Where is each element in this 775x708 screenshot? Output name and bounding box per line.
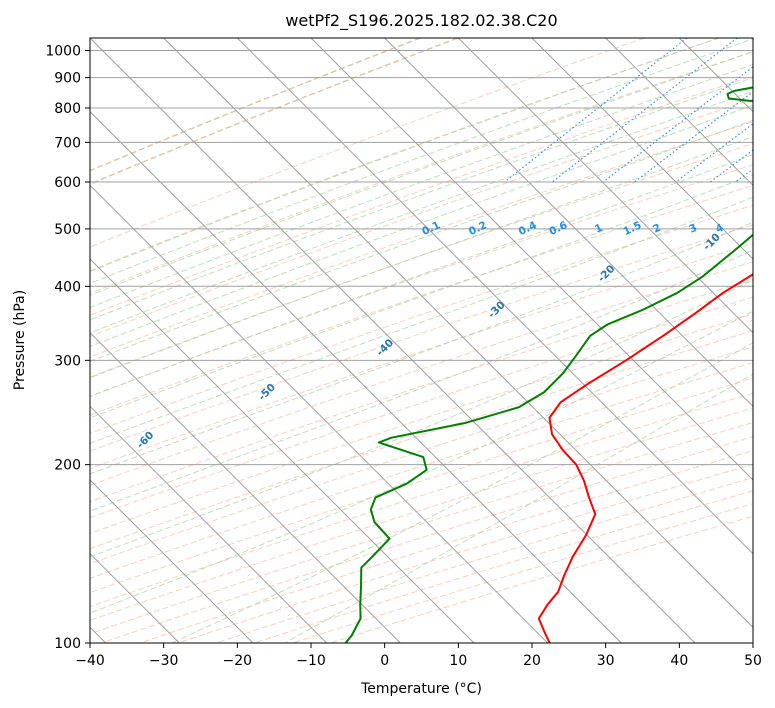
- mixing-ratio-label: 3: [687, 222, 699, 236]
- isotherm-line: [90, 110, 622, 643]
- chart-title: wetPf2_S196.2025.182.02.38.C20: [285, 11, 557, 31]
- plot-frame: [89, 37, 754, 644]
- x-tick-label: −20: [223, 653, 253, 669]
- x-tick-label: −30: [149, 653, 179, 669]
- x-axis: −40 −30 −20 −10 0 10 20 30 40 50: [75, 643, 762, 669]
- isotherm-line: [236, 38, 753, 555]
- moist-adiabat-line: [90, 38, 721, 273]
- dry-adiabat-line: [90, 75, 753, 316]
- moist-adiabat-line: [90, 279, 753, 558]
- isotherm-line: [90, 258, 475, 643]
- x-tick-label: 10: [449, 653, 467, 669]
- moist-adiabat-line: [90, 310, 753, 614]
- x-axis-title: Temperature (°C): [360, 681, 482, 697]
- dry-adiabat-line: [90, 377, 753, 594]
- dry-adiabat-line: [90, 184, 753, 416]
- isotherm-line: [90, 405, 328, 643]
- y-tick-label: 1000: [45, 44, 81, 60]
- mixing-ratio-label: 1: [593, 222, 605, 236]
- y-tick-label: 300: [54, 353, 81, 369]
- y-tick-label: 400: [54, 279, 81, 295]
- temperature-profile-line: [537, 273, 753, 643]
- y-tick-label: 500: [54, 222, 81, 238]
- dry-adiabat-line: [90, 392, 753, 608]
- mixing-ratio-line: [504, 38, 688, 183]
- y-tick-label: 200: [54, 458, 81, 474]
- moist-adiabat-line: [90, 51, 753, 296]
- isotherm-line: [310, 38, 753, 481]
- isotherm-line: [90, 38, 696, 643]
- mixing-ratio-line: [551, 38, 738, 183]
- x-tick-label: 50: [744, 653, 762, 669]
- x-tick-label: −10: [296, 653, 326, 669]
- dry-adiabat-line: [90, 296, 753, 519]
- x-tick-label: 40: [670, 653, 688, 669]
- isotherm-line: [90, 479, 254, 643]
- isotherm-line: [90, 184, 549, 643]
- dry-adiabat-line: [90, 143, 753, 378]
- x-tick-label: 0: [380, 653, 389, 669]
- dewpoint-profile-line: [344, 86, 753, 643]
- dry-adiabat-line: [90, 346, 753, 565]
- isotherm-line: [163, 38, 753, 629]
- moist-adiabat-line: [90, 38, 753, 284]
- x-tick-label: 30: [597, 653, 615, 669]
- moist-adiabat-line: [90, 221, 753, 475]
- isotherm-line: [384, 38, 753, 408]
- mixing-ratio-line: [634, 90, 753, 183]
- dry-adiabat-line: [90, 242, 753, 470]
- profile-lines: [344, 86, 753, 643]
- isotherm-line: [457, 38, 753, 334]
- dry-adiabat-line: [90, 164, 753, 397]
- dry-adiabat-line: [90, 98, 753, 338]
- dry-adiabat-line: [90, 204, 753, 434]
- dry-adiabat-line: [90, 38, 645, 248]
- dry-adiabat-line: [90, 38, 458, 185]
- background-lines: [90, 38, 753, 643]
- y-tick-label: 600: [54, 175, 81, 191]
- x-tick-label: 20: [523, 653, 541, 669]
- y-tick-label: 100: [54, 636, 81, 652]
- isotherm-line: [605, 38, 753, 187]
- isotherm-line: [90, 331, 401, 643]
- y-axis: 100 200 300 400 500 600 700 800 900 1000: [45, 44, 90, 652]
- moist-adiabat-line: [90, 154, 753, 397]
- x-tick-label: −40: [75, 653, 105, 669]
- moist-adiabat-line: [90, 104, 753, 348]
- y-tick-label: 900: [54, 71, 81, 87]
- dry-adiabat-line: [90, 279, 753, 503]
- moist-adiabat-line: [90, 196, 753, 444]
- dry-adiabat-line: [90, 51, 753, 294]
- mixing-ratio-label: 4: [714, 222, 726, 236]
- mixing-ratio-label: 2: [651, 222, 663, 236]
- y-tick-label: 800: [54, 101, 81, 117]
- moist-adiabat-line: [90, 77, 753, 321]
- y-axis-title: Pressure (hPa): [12, 290, 28, 390]
- dry-adiabat-line: [90, 261, 753, 486]
- moist-adiabat-line: [90, 119, 753, 362]
- isotherm-line: [531, 38, 753, 260]
- y-tick-label: 700: [54, 135, 81, 151]
